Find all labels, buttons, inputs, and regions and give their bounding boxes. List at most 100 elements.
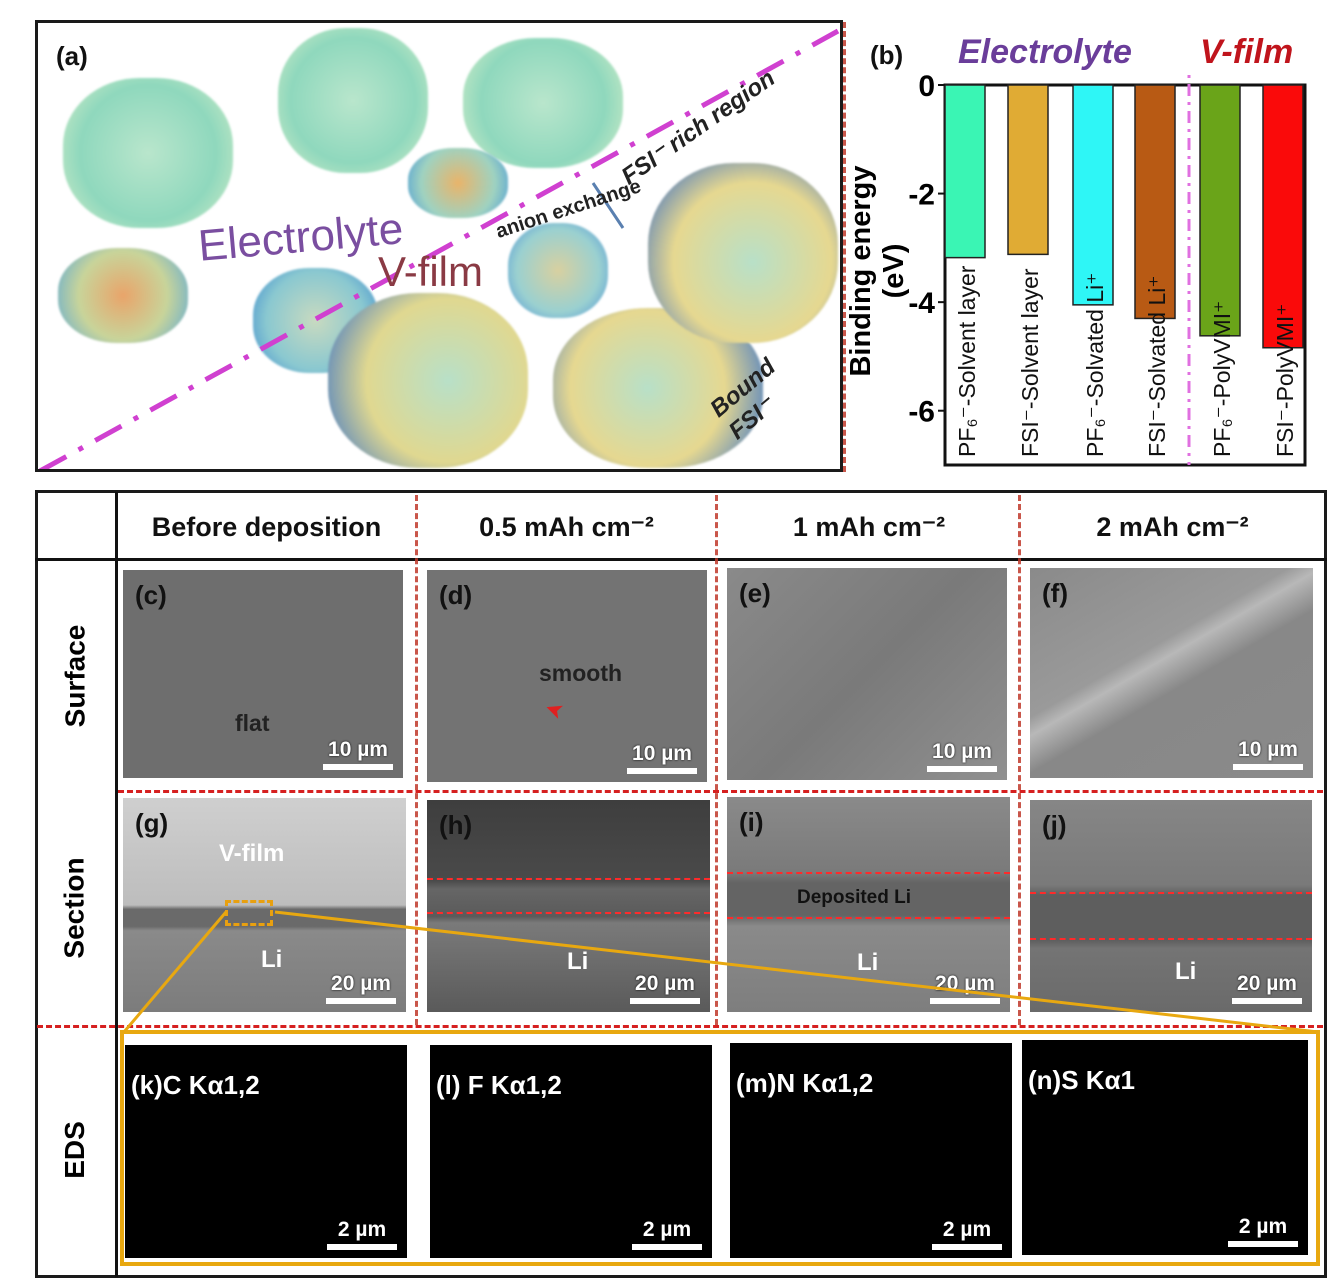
eds-map: (n)S Kα1 2 µm [1022, 1040, 1308, 1255]
row-header: Section [35, 790, 115, 1025]
layer-label: Li [567, 948, 589, 975]
panel-label: (l) F Kα1,2 [436, 1070, 562, 1100]
region-electrolyte: Electrolyte [958, 33, 1132, 71]
vfilm-label: V-film [378, 248, 483, 295]
divider [35, 558, 1327, 561]
y-tick-label: -2 [908, 179, 935, 212]
divider [415, 495, 418, 1025]
boundary-line [1030, 938, 1312, 940]
bar [944, 84, 986, 259]
panel-label: (g) [135, 808, 169, 838]
scale-text: 2 µm [942, 1218, 992, 1241]
eds-map: (l) F Kα1,2 2 µm [430, 1045, 712, 1258]
layer-label: Li [261, 946, 283, 973]
panel-a-label: (a) [56, 41, 88, 71]
panel-label: (m)N Kα1,2 [736, 1068, 874, 1098]
boundary-line [727, 917, 1010, 919]
divider [37, 1025, 1323, 1028]
sem-image-d: (d) smooth ➤ 10 µm [427, 570, 707, 782]
scale-bar: 20 µm [326, 972, 396, 1004]
scale-text: 10 µm [632, 742, 692, 765]
arrow-icon: ➤ [541, 695, 567, 726]
layer-label: Li [1175, 958, 1197, 985]
divider [115, 492, 118, 1277]
boundary-line [38, 28, 840, 469]
scale-bar: 20 µm [1232, 972, 1302, 1004]
scale-bar: 20 µm [930, 972, 1000, 1004]
row-header: EDS [35, 1025, 115, 1275]
annotation: Deposited Li [797, 887, 912, 908]
column-header: Before deposition [151, 511, 382, 542]
category-label: FSI⁻-Solvent layer [1017, 268, 1043, 457]
bar [1199, 84, 1241, 337]
panel-a: (a) Electrolyte V-film anion exchange FS… [35, 20, 843, 472]
eds-frame [120, 1030, 1320, 1266]
molecule [408, 148, 508, 218]
scale-bar: 10 µm [323, 738, 393, 770]
category-label: PF₆⁻-Solvated Li⁺ [1082, 273, 1108, 457]
row-header-text: Surface [59, 624, 90, 727]
sem-image-e: (e) 10 µm [727, 568, 1007, 780]
category-label: FSI⁻-Solvated Li⁺ [1144, 275, 1170, 457]
layer-label: V-film [219, 840, 285, 867]
y-tick-label: -6 [908, 396, 935, 429]
binding-energy-chart: PF₆⁻-Solvent layer FSI⁻-Solvent layer PF₆⁻… [908, 70, 1307, 467]
eds-map: (m)N Kα1,2 2 µm [730, 1043, 1012, 1258]
panel-label: (i) [739, 807, 764, 837]
panel-label: (h) [439, 810, 473, 840]
exchange-arrow [591, 182, 625, 229]
eds-map: (k)C Kα1,2 2 µm [125, 1045, 407, 1258]
sem-image-j: (j) Li 20 µm [1030, 800, 1312, 1012]
sem-image-h: (h) Li 20 µm [427, 800, 710, 1012]
boundary-line [427, 912, 710, 914]
row-header-text: Section [59, 856, 91, 959]
layer-label: Li [857, 949, 879, 976]
panel-label: (c) [135, 580, 167, 610]
scale-bar: 2 µm [632, 1218, 702, 1250]
column-header: 0.5 mAh cm⁻² [479, 511, 654, 542]
bar [1007, 84, 1049, 256]
divider [715, 495, 718, 1025]
panel-label: (n)S Kα1 [1028, 1065, 1135, 1095]
panel-label: (f) [1042, 578, 1068, 608]
scale-bar: 2 µm [1228, 1215, 1298, 1247]
scale-bar: 10 µm [627, 742, 697, 774]
molecule [328, 293, 528, 468]
sem-grid [35, 490, 1327, 1278]
scale-text: 20 µm [331, 972, 391, 995]
y-tick-label: -4 [908, 287, 935, 320]
panel-label: (k)C Kα1,2 [131, 1070, 260, 1100]
column-header: 2 mAh cm⁻² [1096, 511, 1249, 542]
scale-text: 2 µm [1238, 1215, 1288, 1238]
scale-text: 20 µm [935, 972, 995, 995]
sem-image-c: (c) flat 10 µm [123, 570, 403, 778]
scale-text: 10 µm [932, 740, 992, 763]
divider [118, 790, 1323, 793]
molecule [278, 28, 428, 173]
sem-image-i: (i) Deposited Li Li 20 µm [727, 797, 1010, 1012]
y-tick-label: 0 [918, 70, 935, 103]
category-label: PF₆⁻-PolyVMI⁺ [1209, 301, 1235, 457]
molecule [63, 78, 233, 228]
plot-frame [943, 83, 1307, 467]
panel-b-label: (b) [870, 40, 904, 70]
scale-bar: 2 µm [327, 1218, 397, 1250]
boundary-line [727, 872, 1010, 874]
row-header-text: EDS [58, 1121, 90, 1179]
bar [1262, 84, 1304, 349]
zoom-region-box [225, 900, 273, 926]
scale-text: 20 µm [1237, 972, 1297, 995]
scale-bar: 2 µm [932, 1218, 1002, 1250]
sem-image-g: (g) V-film Li 20 µm [123, 798, 406, 1012]
scale-text: 10 µm [1238, 738, 1298, 761]
scale-bar: 10 µm [1233, 738, 1303, 770]
scale-text: 20 µm [635, 972, 695, 995]
panel-label: (e) [739, 578, 771, 608]
molecule [508, 223, 608, 318]
bar [1072, 84, 1114, 306]
scale-text: 10 µm [328, 738, 388, 761]
divider [1018, 495, 1021, 1025]
divider [843, 22, 846, 472]
annotation: smooth [539, 660, 623, 686]
category-label: PF₆⁻-Solvent layer [954, 265, 980, 457]
